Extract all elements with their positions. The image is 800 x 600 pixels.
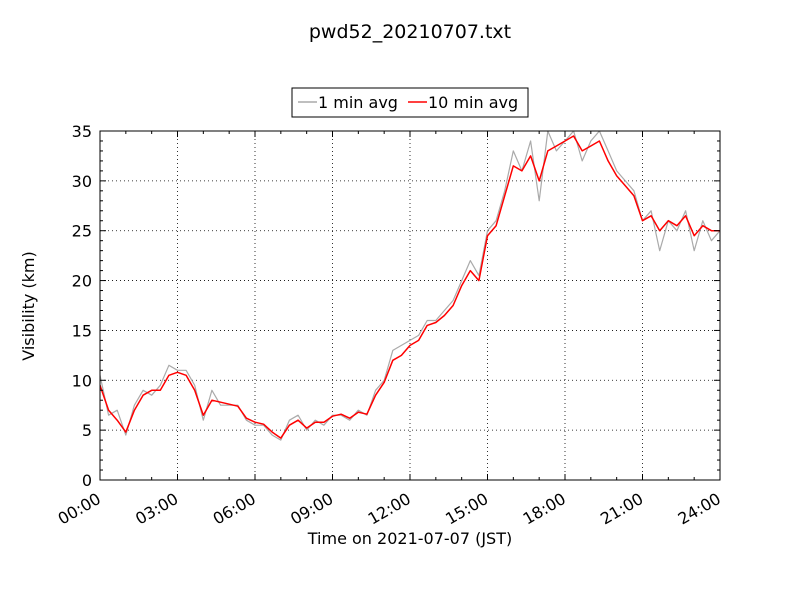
y-tick-label: 35: [72, 122, 92, 141]
series-layer: [100, 131, 720, 441]
y-tick-label: 0: [82, 471, 92, 490]
legend-label-1min: 1 min avg: [318, 93, 398, 112]
y-tick-label: 10: [72, 371, 92, 390]
chart-title: pwd52_20210707.txt: [309, 21, 511, 43]
y-axis-label: Visibility (km): [19, 251, 38, 360]
x-axis-label: Time on 2021-07-07 (JST): [307, 529, 512, 548]
series-line-1min-avg: [100, 131, 720, 441]
legend: 1 min avg 10 min avg: [291, 87, 529, 118]
series-line-10min-avg: [100, 135, 720, 439]
y-tick-label: 5: [82, 421, 92, 440]
legend-label-10min: 10 min avg: [428, 93, 518, 112]
y-tick-label: 15: [72, 321, 92, 340]
y-tick-label: 20: [72, 272, 92, 291]
y-ticks: 0 5 10 15 20 25 30 35: [72, 122, 720, 490]
grid: [100, 131, 720, 480]
y-tick-label: 25: [72, 222, 92, 241]
y-tick-label: 30: [72, 172, 92, 191]
